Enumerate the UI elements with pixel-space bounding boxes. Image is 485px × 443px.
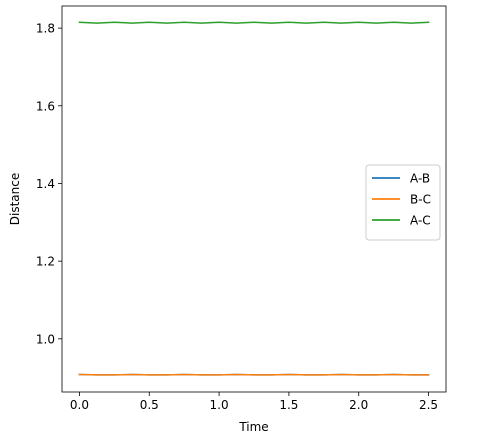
series-line-a-c <box>78 21 430 24</box>
y-tick-label: 1.8 <box>36 22 55 36</box>
x-tick-label: 2.0 <box>349 398 368 412</box>
legend-label-a-b: A-B <box>410 172 430 186</box>
ticks: 0.0 0.5 1.0 1.5 2.0 2.5 1.0 1.2 1.4 1.6 1.8 <box>36 22 438 412</box>
y-tick-label: 1.2 <box>36 255 55 269</box>
legend-label-a-c: A-C <box>410 214 431 228</box>
x-tick-label: 0.0 <box>70 398 89 412</box>
axes-frame <box>61 5 447 393</box>
legend-label-b-c: B-C <box>410 193 431 207</box>
y-tick-label: 1.6 <box>36 99 55 113</box>
x-tick-label: 0.5 <box>140 398 159 412</box>
x-tick-label: 2.5 <box>419 398 438 412</box>
x-axis-label: Time <box>238 420 268 434</box>
axes <box>61 5 447 393</box>
series-lines <box>78 21 430 376</box>
y-tick-label: 1.4 <box>36 177 55 191</box>
y-tick-label: 1.0 <box>36 332 55 346</box>
legend: A-B B-C A-C <box>365 164 441 241</box>
legend-box <box>365 164 441 241</box>
x-tick-label: 1.5 <box>279 398 298 412</box>
x-tick-label: 1.0 <box>210 398 229 412</box>
y-axis-label: Distance <box>8 173 22 225</box>
